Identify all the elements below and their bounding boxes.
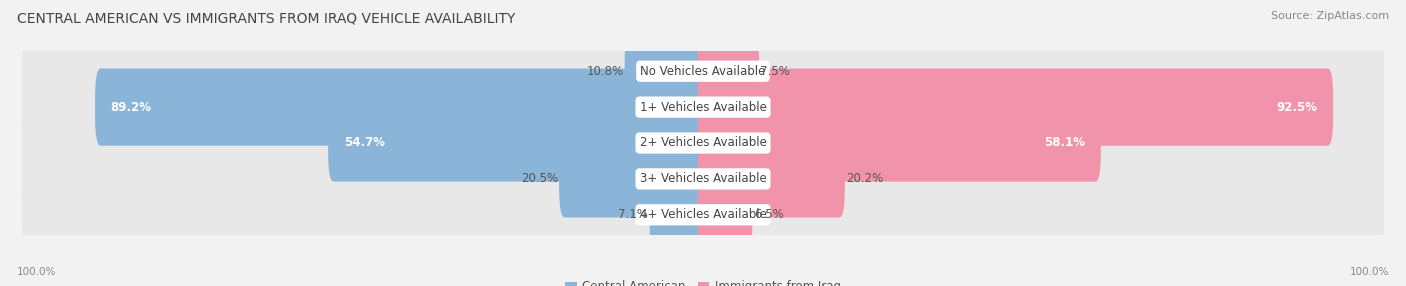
FancyBboxPatch shape [697, 140, 845, 217]
FancyBboxPatch shape [697, 104, 1101, 182]
Text: 20.5%: 20.5% [520, 172, 558, 185]
Text: 92.5%: 92.5% [1277, 101, 1317, 114]
Text: 54.7%: 54.7% [343, 136, 385, 150]
FancyBboxPatch shape [697, 33, 759, 110]
FancyBboxPatch shape [22, 83, 1384, 131]
Text: 2+ Vehicles Available: 2+ Vehicles Available [640, 136, 766, 150]
Text: 7.1%: 7.1% [619, 208, 648, 221]
FancyBboxPatch shape [22, 119, 1384, 167]
FancyBboxPatch shape [560, 140, 709, 217]
Text: 6.5%: 6.5% [754, 208, 783, 221]
Text: 3+ Vehicles Available: 3+ Vehicles Available [640, 172, 766, 185]
Text: 1+ Vehicles Available: 1+ Vehicles Available [640, 101, 766, 114]
FancyBboxPatch shape [22, 155, 1384, 203]
Text: 58.1%: 58.1% [1045, 136, 1085, 150]
Text: 100.0%: 100.0% [1350, 267, 1389, 277]
Text: 4+ Vehicles Available: 4+ Vehicles Available [640, 208, 766, 221]
FancyBboxPatch shape [650, 176, 709, 253]
Text: 10.8%: 10.8% [586, 65, 623, 78]
FancyBboxPatch shape [22, 47, 1384, 96]
Text: CENTRAL AMERICAN VS IMMIGRANTS FROM IRAQ VEHICLE AVAILABILITY: CENTRAL AMERICAN VS IMMIGRANTS FROM IRAQ… [17, 11, 515, 25]
Text: 100.0%: 100.0% [17, 267, 56, 277]
Text: 7.5%: 7.5% [761, 65, 790, 78]
FancyBboxPatch shape [624, 33, 709, 110]
FancyBboxPatch shape [697, 176, 752, 253]
Text: Source: ZipAtlas.com: Source: ZipAtlas.com [1271, 11, 1389, 21]
Text: 89.2%: 89.2% [111, 101, 152, 114]
Legend: Central American, Immigrants from Iraq: Central American, Immigrants from Iraq [560, 276, 846, 286]
FancyBboxPatch shape [22, 190, 1384, 239]
Text: No Vehicles Available: No Vehicles Available [640, 65, 766, 78]
FancyBboxPatch shape [96, 69, 709, 146]
FancyBboxPatch shape [697, 69, 1333, 146]
FancyBboxPatch shape [328, 104, 709, 182]
Text: 20.2%: 20.2% [846, 172, 883, 185]
